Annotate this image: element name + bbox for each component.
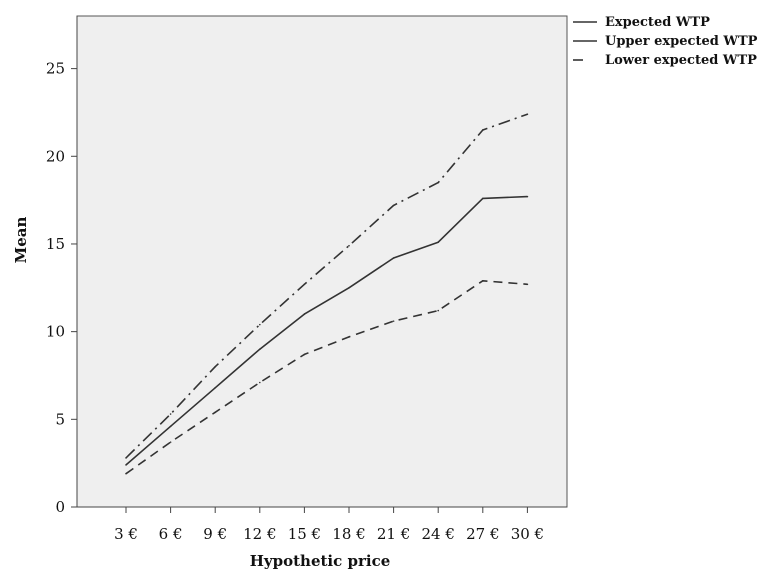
x-tick-label: 9 € [203,525,227,543]
x-tick-label: 21 € [377,525,410,543]
data-point-upper-expected-wtp [482,129,484,131]
data-point-lower-expected-wtp [125,472,127,475]
series-line-expected-wtp [125,195,528,466]
data-point-lower-expected-wtp [392,320,395,322]
data-point-upper-expected-wtp [348,244,350,247]
data-point-upper-expected-wtp [214,365,216,368]
x-tick-label: 6 € [159,525,183,543]
data-point-lower-expected-wtp [348,336,350,338]
data-point-lower-expected-wtp [214,411,216,414]
data-point-expected-wtp [303,313,306,315]
x-tick-label: 30 € [511,525,544,543]
data-point-expected-wtp [125,464,127,466]
data-point-lower-expected-wtp [303,353,306,356]
data-point-lower-expected-wtp [259,381,261,384]
y-tick-label: 25 [46,60,65,78]
legend: Expected WTP Upper expected WTP Lower expe… [573,15,758,68]
y-tick-label: 0 [55,498,65,516]
legend-label-upper-expected-wtp: Upper expected WTP [605,34,758,49]
data-point-expected-wtp [259,348,261,350]
x-tick-label: 18 € [332,525,365,543]
data-point-upper-expected-wtp [259,323,261,326]
legend-label-lower-expected-wtp: Lower expected WTP [605,53,757,68]
data-point-expected-wtp [214,386,216,389]
data-point-upper-expected-wtp [392,204,395,207]
data-point-expected-wtp [169,425,172,428]
data-point-expected-wtp [392,257,395,259]
x-tick-label: 24 € [421,525,454,543]
y-tick-label: 20 [46,147,65,165]
data-point-expected-wtp [526,195,529,198]
x-tick-label: 27 € [466,525,499,543]
data-point-upper-expected-wtp [169,413,172,415]
data-point-lower-expected-wtp [482,279,484,282]
data-point-upper-expected-wtp [526,113,529,115]
y-tick-label: 10 [46,323,65,341]
data-point-expected-wtp [482,197,484,200]
data-point-expected-wtp [437,241,440,244]
x-tick-label: 12 € [243,525,276,543]
x-axis-title: Hypothetic price [250,552,391,570]
data-point-expected-wtp [348,287,350,289]
data-point-lower-expected-wtp [526,283,529,286]
y-tick-label: 15 [46,235,65,253]
x-axis: 3 € 6 € 9 € 12 € 15 € 18 € 21 € 24 € 27 € 30 € [77,506,567,543]
data-point-upper-expected-wtp [303,283,306,286]
data-point-lower-expected-wtp [437,309,440,312]
y-tick-label: 5 [55,410,65,428]
y-axis-title: Mean [12,217,30,264]
y-axis: 0 5 10 15 20 25 [46,16,78,516]
x-tick-label: 3 € [114,525,138,543]
series-line-lower-expected-wtp [125,279,528,475]
data-point-lower-expected-wtp [169,441,172,443]
x-tick-label: 15 € [288,525,321,543]
data-point-upper-expected-wtp [437,181,440,184]
plot-area [76,15,568,508]
data-point-upper-expected-wtp [125,457,127,459]
legend-label-expected-wtp: Expected WTP [605,15,710,30]
series-layer [125,113,529,475]
